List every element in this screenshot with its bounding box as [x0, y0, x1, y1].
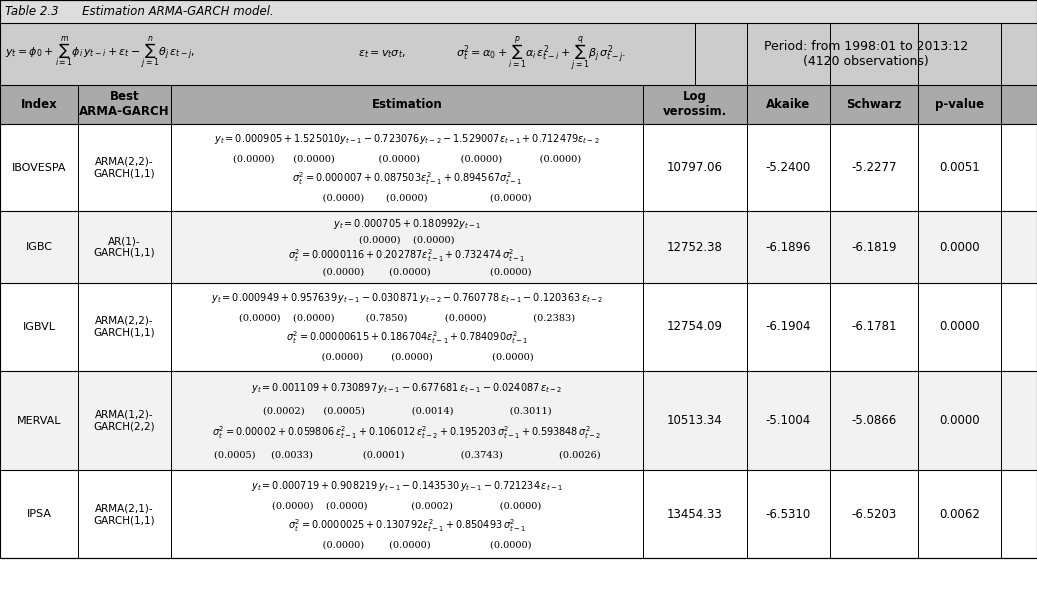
- Text: IPSA: IPSA: [26, 510, 52, 519]
- Bar: [0, 283, 1037, 371]
- Text: (0.0000)    (0.0000)          (0.7850)            (0.0000)               (0.2383: (0.0000) (0.0000) (0.7850) (0.0000) (0.2…: [239, 314, 576, 323]
- Text: -6.1896: -6.1896: [765, 241, 811, 254]
- Text: Period: from 1998:01 to 2013:12
(4120 observations): Period: from 1998:01 to 2013:12 (4120 ob…: [764, 40, 968, 68]
- Text: $\sigma_t^2 = 0.00002 + 0.059806\,\varepsilon_{t-1}^2 + 0.106012\,\varepsilon_{t: $\sigma_t^2 = 0.00002 + 0.059806\,\varep…: [213, 424, 601, 441]
- Bar: [0, 124, 1037, 211]
- Text: $y_t = 0.000949 + 0.957639\,y_{t-1} - 0.030871\,y_{t-2} - 0.760778\,\varepsilon_: $y_t = 0.000949 + 0.957639\,y_{t-1} - 0.…: [212, 292, 602, 305]
- Text: (0.0000)        (0.0000)                   (0.0000): (0.0000) (0.0000) (0.0000): [282, 267, 532, 276]
- Text: Schwarz: Schwarz: [846, 98, 901, 110]
- Text: $\sigma_t^2 = 0.00000615 + 0.186704\varepsilon_{t-1}^2 + 0.784090\sigma_{t-1}^2$: $\sigma_t^2 = 0.00000615 + 0.186704\vare…: [286, 329, 528, 346]
- Text: 10797.06: 10797.06: [667, 161, 723, 174]
- Text: (0.0000)         (0.0000)                   (0.0000): (0.0000) (0.0000) (0.0000): [281, 352, 533, 362]
- Text: 10513.34: 10513.34: [667, 414, 723, 427]
- Text: ARMA(2,1)-
GARCH(1,1): ARMA(2,1)- GARCH(1,1): [93, 504, 156, 525]
- Text: MERVAL: MERVAL: [17, 416, 61, 425]
- Text: -5.2400: -5.2400: [765, 161, 811, 174]
- Text: -5.0866: -5.0866: [851, 414, 896, 427]
- Text: AR(1)-
GARCH(1,1): AR(1)- GARCH(1,1): [93, 236, 156, 258]
- Text: $\sigma_t^2 = \alpha_0 + \sum_{i=1}^{p} \alpha_i\, \varepsilon_{t-i}^2 + \sum_{j: $\sigma_t^2 = \alpha_0 + \sum_{i=1}^{p} …: [456, 34, 626, 73]
- Text: -6.1781: -6.1781: [851, 320, 896, 333]
- Text: 0.0000: 0.0000: [938, 320, 980, 333]
- Text: $y_t = 0.000905 + 1.525010y_{t-1}  - 0.723076y_{t-2} - 1.529007\varepsilon_{t-1}: $y_t = 0.000905 + 1.525010y_{t-1} - 0.72…: [215, 132, 599, 146]
- Text: (0.0000)    (0.0000)              (0.0002)               (0.0000): (0.0000) (0.0000) (0.0002) (0.0000): [273, 501, 541, 510]
- Text: 12754.09: 12754.09: [667, 320, 723, 333]
- Text: (0.0002)      (0.0005)               (0.0014)                  (0.3011): (0.0002) (0.0005) (0.0014) (0.3011): [262, 406, 552, 415]
- Bar: [0, 211, 1037, 283]
- Text: $\sigma_t^2 = 0.0000025 + 0.130792\varepsilon_{t-1}^2 + 0.850493\,\sigma_{t-1}^2: $\sigma_t^2 = 0.0000025 + 0.130792\varep…: [288, 517, 526, 533]
- Text: p-value: p-value: [934, 98, 984, 110]
- Text: IGBVL: IGBVL: [23, 322, 55, 331]
- Text: -5.2277: -5.2277: [851, 161, 896, 174]
- Text: -5.1004: -5.1004: [765, 414, 811, 427]
- Text: Akaike: Akaike: [766, 98, 810, 110]
- Text: -6.1819: -6.1819: [851, 241, 896, 254]
- Text: (0.0000)       (0.0000)                    (0.0000): (0.0000) (0.0000) (0.0000): [282, 193, 532, 203]
- Text: Estimation: Estimation: [371, 98, 443, 110]
- Bar: [0, 23, 1037, 85]
- Text: $\sigma_t^2 = 0.000007 + 0.087503\varepsilon_{t-1}^2 + 0.894567\sigma_{t-1}^2$: $\sigma_t^2 = 0.000007 + 0.087503\vareps…: [291, 170, 523, 187]
- Bar: [0, 371, 1037, 470]
- Text: $y_t = 0.000705 + 0.180992y_{t-1}$: $y_t = 0.000705 + 0.180992y_{t-1}$: [333, 217, 481, 231]
- Bar: [0, 85, 1037, 124]
- Text: ARMA(1,2)-
GARCH(2,2): ARMA(1,2)- GARCH(2,2): [93, 410, 156, 431]
- Text: IGBC: IGBC: [25, 242, 53, 252]
- Text: 0.0000: 0.0000: [938, 241, 980, 254]
- Text: $y_t = 0.001109 + 0.730897\,y_{t-1} - 0.677681\,\varepsilon_{t-1} - 0.024087\,\v: $y_t = 0.001109 + 0.730897\,y_{t-1} - 0.…: [251, 381, 563, 396]
- Text: Log
verossim.: Log verossim.: [663, 90, 727, 118]
- Text: IBOVESPA: IBOVESPA: [11, 163, 66, 172]
- Text: 13454.33: 13454.33: [667, 508, 723, 521]
- Text: 12752.38: 12752.38: [667, 241, 723, 254]
- Text: -6.5203: -6.5203: [851, 508, 896, 521]
- Text: 0.0051: 0.0051: [938, 161, 980, 174]
- Text: (0.0005)     (0.0033)                (0.0001)                  (0.3743)         : (0.0005) (0.0033) (0.0001) (0.3743): [214, 450, 600, 459]
- Text: ARMA(2,2)-
GARCH(1,1): ARMA(2,2)- GARCH(1,1): [93, 316, 156, 337]
- Text: Index: Index: [21, 98, 57, 110]
- Text: Table 2.3  Estimation ARMA-GARCH model.: Table 2.3 Estimation ARMA-GARCH model.: [5, 5, 274, 18]
- Bar: [0, 470, 1037, 558]
- Text: (0.0000)        (0.0000)                   (0.0000): (0.0000) (0.0000) (0.0000): [282, 540, 532, 549]
- Text: 0.0000: 0.0000: [938, 414, 980, 427]
- Text: (0.0000)      (0.0000)              (0.0000)             (0.0000)            (0.: (0.0000) (0.0000) (0.0000) (0.0000) (0.: [233, 154, 581, 163]
- Text: ARMA(2,2)-
GARCH(1,1): ARMA(2,2)- GARCH(1,1): [93, 157, 156, 178]
- Text: -6.1904: -6.1904: [765, 320, 811, 333]
- Text: -6.5310: -6.5310: [765, 508, 811, 521]
- Bar: [0, 0, 1037, 23]
- Text: $\sigma_t^2 = 0.0000116 + 0.202787\varepsilon_{t-1}^2 + 0.732474\,\sigma_{t-1}^2: $\sigma_t^2 = 0.0000116 + 0.202787\varep…: [288, 248, 526, 264]
- Text: Best
ARMA-GARCH: Best ARMA-GARCH: [79, 90, 170, 118]
- Text: $\varepsilon_t = v_t\sigma_t,$: $\varepsilon_t = v_t\sigma_t,$: [358, 48, 405, 59]
- Bar: [695, 23, 1037, 85]
- Text: (0.0000)    (0.0000): (0.0000) (0.0000): [359, 235, 455, 245]
- Text: $y_t = 0.000719 + 0.908219\,y_{t-1} - 0.143530\,y_{t-1} - 0.721234\,\varepsilon_: $y_t = 0.000719 + 0.908219\,y_{t-1} - 0.…: [251, 479, 563, 493]
- Text: 0.0062: 0.0062: [938, 508, 980, 521]
- Text: $y_t = \phi_0 + \sum_{i=1}^{m} \phi_i\, y_{t-i} + \varepsilon_t - \sum_{j=1}^{n}: $y_t = \phi_0 + \sum_{i=1}^{m} \phi_i\, …: [5, 35, 195, 72]
